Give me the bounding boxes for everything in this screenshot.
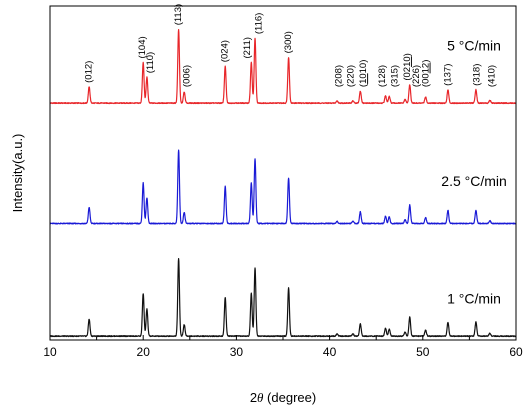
x-tick-label: 40 [323, 345, 337, 359]
peak-label: (315) [389, 65, 400, 87]
peak-label: (113) [173, 4, 184, 25]
x-tick-label: 60 [509, 345, 523, 359]
peak-label: (226) [411, 65, 422, 87]
series-label: 5 °C/min [447, 37, 501, 53]
peak-label: (006) [182, 65, 193, 87]
peak-label: (318) [471, 64, 482, 86]
peak-label: (024) [220, 40, 231, 62]
series-label: 2.5 °C/min [441, 173, 507, 189]
series-labels: 5 °C/min 2.5 °C/min 1 °C/min [441, 37, 507, 306]
x-tick-label: 50 [416, 345, 430, 359]
peak-annotations: (012) (104)(110) (113) (006) (024) (211)(116)… [84, 4, 498, 87]
peak-label: (012) [84, 61, 95, 83]
series-label: 1 °C/min [447, 290, 501, 306]
xrd-pattern-line [49, 258, 517, 338]
xrd-pattern-line [49, 149, 517, 225]
series-layer [49, 28, 517, 338]
peak-label: (211) [242, 37, 253, 58]
x-tick-label: 20 [137, 345, 151, 359]
peak-label: (116) [253, 13, 264, 34]
peak-label: (410) [486, 65, 497, 87]
peak-label: (137) [442, 64, 453, 86]
peak-label: (0012) [420, 60, 431, 87]
peak-label: (208) [333, 65, 344, 87]
x-axis-title: 2θ (degree) [250, 390, 316, 405]
x-tick-label: 10 [43, 345, 57, 359]
peak-label: (128) [377, 65, 388, 87]
x-tick-label: 30 [230, 345, 244, 359]
peak-label: (0210) [401, 53, 412, 80]
x-axis: 10 20 30 40 50 60 [43, 335, 523, 359]
peak-label: (220) [346, 65, 357, 87]
peak-label: (300) [283, 31, 294, 53]
peak-label: (104) [137, 36, 148, 58]
peak-label: (110) [145, 52, 156, 73]
y-axis-title: Intensity(a.u.) [10, 134, 25, 213]
peak-label: (1010) [358, 60, 369, 87]
xrd-pattern-line [49, 28, 517, 105]
